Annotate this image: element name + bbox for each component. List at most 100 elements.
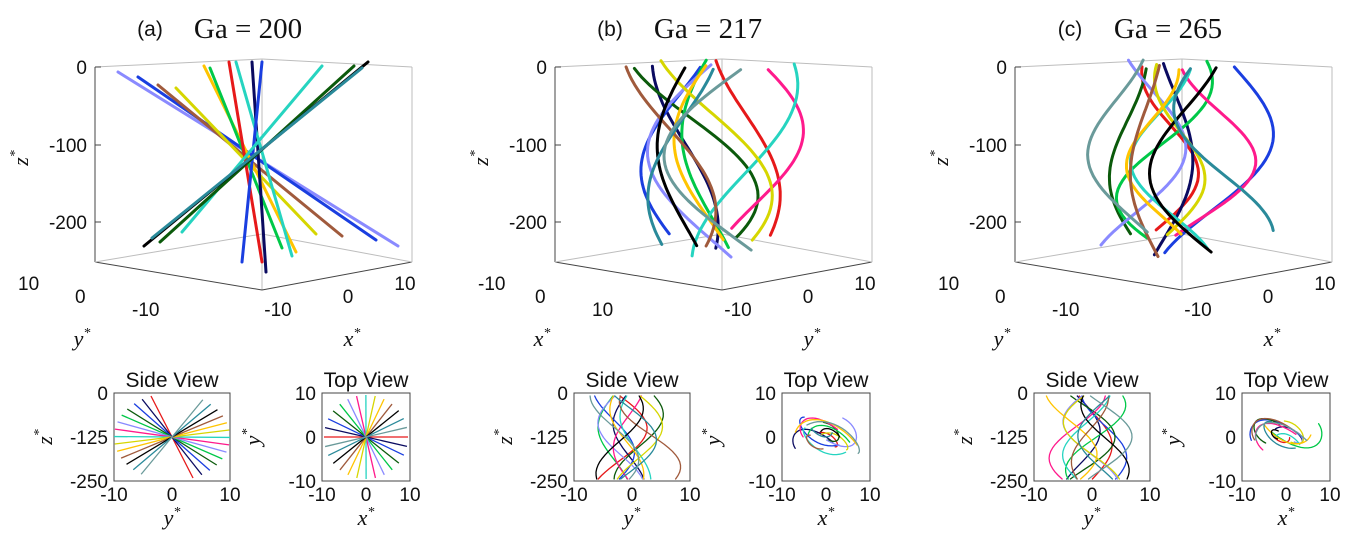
inset-y-tick: 0 — [1225, 428, 1236, 449]
side-trace — [1070, 395, 1110, 480]
inset-x-label: y* — [1082, 505, 1101, 530]
inset-y-tick: 10 — [295, 384, 316, 405]
inset-x-tick: 0 — [1281, 485, 1292, 506]
inset-y-label: y* — [240, 429, 265, 448]
inset-y-tick: -10 — [289, 472, 316, 493]
z-axis-label: z* — [468, 150, 493, 167]
left-floor-axis-label: y* — [992, 326, 1011, 351]
floor-diag-b — [721, 233, 873, 263]
z-tick-label: -200 — [969, 213, 1007, 234]
inset-x-tick: 10 — [219, 485, 240, 506]
trajectory-curve — [646, 63, 733, 259]
top-trace — [1263, 423, 1312, 445]
right-floor-tick: 10 — [854, 274, 875, 295]
inset-x-label: x* — [817, 505, 835, 530]
side-trace — [613, 395, 664, 480]
inset-x-label: x* — [357, 505, 375, 530]
right-floor-tick: 10 — [1314, 274, 1335, 295]
top-edge-right — [1181, 58, 1333, 68]
z-axis-label: z* — [928, 150, 953, 167]
top-trace — [1254, 421, 1308, 442]
inset-frame — [781, 392, 871, 482]
inset-x-tick: 10 — [1319, 485, 1340, 506]
inset-y-tick: 0 — [305, 428, 316, 449]
panel-label: (a) — [137, 18, 163, 41]
trajectory-line — [250, 60, 268, 274]
right-floor-tick: 0 — [1263, 287, 1274, 308]
inset-y-tick: 0 — [97, 384, 108, 405]
trajectory-line — [180, 64, 324, 234]
inset-y-tick: -125 — [990, 428, 1028, 449]
top-trace — [1263, 420, 1296, 449]
top-trace — [806, 420, 861, 455]
panel-c-top-view: Top View -10 0 10 10 0 -10 x* y* — [1160, 369, 1341, 530]
panel-c-side-view: Side View -10 0 10 0 -125 -250 y* z* — [952, 369, 1161, 530]
inset-y-tick: -250 — [530, 472, 568, 493]
inset-frame — [1241, 392, 1331, 482]
inset-y-label: y* — [700, 429, 725, 448]
inset-x-tick: 0 — [821, 485, 832, 506]
side-trace — [1045, 395, 1098, 480]
trajectory-curve — [730, 68, 805, 230]
top-trace — [805, 434, 824, 450]
side-trace — [597, 395, 644, 480]
side-trace — [1087, 395, 1133, 480]
side-trace — [612, 395, 645, 480]
panel-a-side-view: Side View -10 0 10 0 -125 -250 y* z* — [32, 369, 241, 530]
side-trace — [597, 395, 648, 480]
left-floor-axis-label: x* — [533, 326, 551, 351]
trajectory-curve — [1128, 64, 1161, 258]
left-floor-tick: 0 — [995, 287, 1006, 308]
trajectory-curve — [662, 68, 753, 252]
top-edge-right — [261, 58, 413, 68]
inset-x-label: y* — [162, 505, 181, 530]
trajectory-line — [240, 60, 264, 264]
top-trace — [794, 418, 858, 446]
side-trace — [140, 399, 204, 475]
inset-title: Top View — [1244, 369, 1330, 392]
z-tick-label: 0 — [536, 58, 547, 79]
trajectory-curve — [1148, 66, 1218, 254]
side-trace — [619, 395, 652, 480]
trajectory-curve — [1086, 58, 1149, 234]
z-tick-label: 0 — [996, 58, 1007, 79]
trajectory-curve — [1172, 67, 1275, 232]
inset-x-tick: -10 — [560, 485, 587, 506]
inset-y-tick: 0 — [1017, 384, 1028, 405]
panel-title: Ga = 200 — [194, 13, 302, 45]
inset-x-tick: 0 — [627, 485, 638, 506]
side-trace — [618, 395, 682, 480]
side-trace — [1048, 395, 1106, 480]
side-trace — [589, 395, 640, 480]
trajectory-curve — [624, 65, 718, 248]
inset-x-tick: -10 — [768, 485, 795, 506]
top-trace — [821, 432, 849, 451]
inset-y-tick: 0 — [557, 384, 568, 405]
trajectory-curve — [672, 64, 725, 242]
trajectory-curve — [1140, 65, 1200, 232]
inset-title: Side View — [585, 369, 679, 392]
trajectory-curve — [1125, 68, 1183, 236]
right-floor-tick: -10 — [724, 300, 751, 321]
right-floor-tick: 10 — [394, 274, 415, 295]
z-tick-label: 0 — [76, 58, 87, 79]
right-floor-tick: -10 — [264, 300, 291, 321]
panel-b-top-view: Top View -10 0 10 10 0 -10 x* y* — [700, 369, 881, 530]
side-trace — [595, 395, 644, 480]
inset-y-tick: 0 — [765, 428, 776, 449]
trajectory-curve — [659, 59, 774, 242]
inset-x-label: x* — [1277, 505, 1295, 530]
trajectory-line — [150, 66, 364, 240]
top-trace — [324, 426, 408, 448]
top-trace — [1251, 417, 1298, 441]
left-floor-tick: -10 — [132, 300, 159, 321]
left-floor-tick: 10 — [18, 274, 39, 295]
panel-title: Ga = 217 — [654, 13, 762, 45]
right-floor-axis-label: y* — [802, 326, 821, 351]
top-edge-left — [1014, 58, 1183, 68]
floor-edge-left — [554, 261, 723, 291]
inset-y-tick: 10 — [755, 384, 776, 405]
right-floor-tick: 0 — [803, 287, 814, 308]
trajectory-curve — [1174, 68, 1258, 237]
